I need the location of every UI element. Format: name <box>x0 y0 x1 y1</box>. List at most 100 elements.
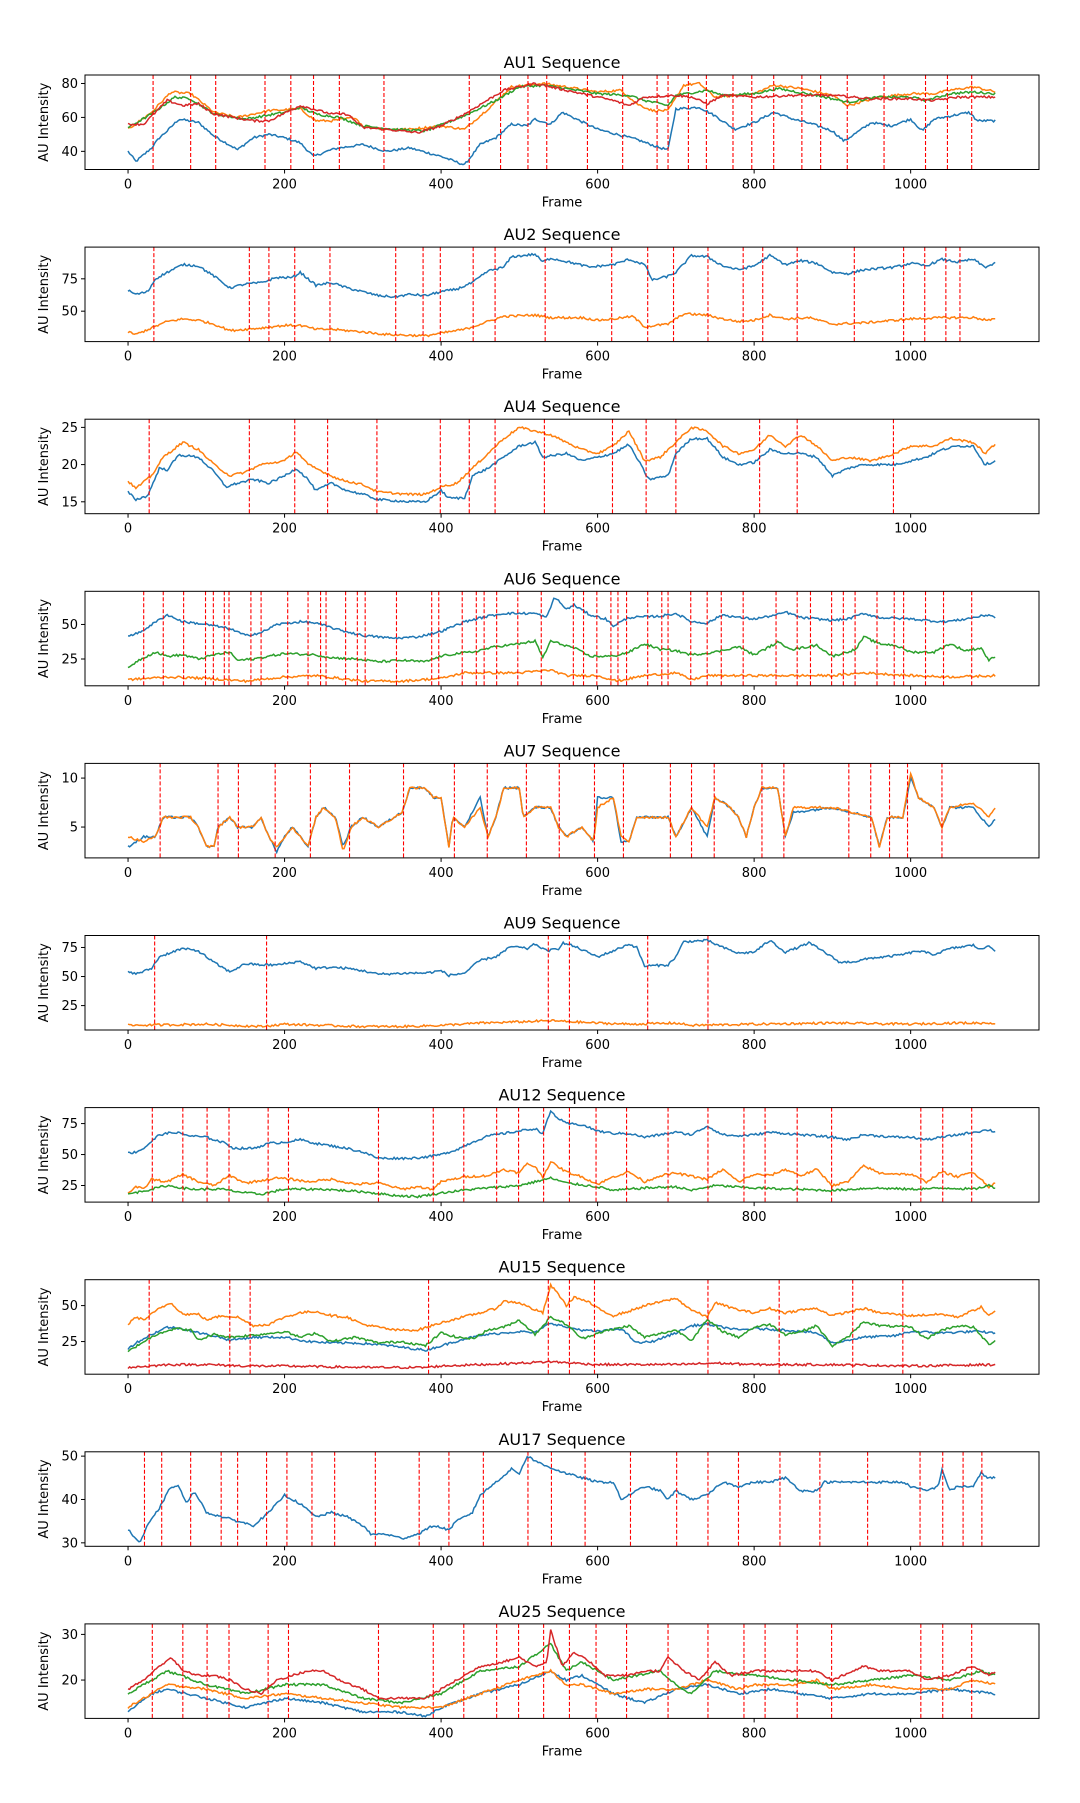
subplot-au9: AU9 Sequence 0 200 400 600 800 1000 25 50 75 Frame… <box>37 914 1040 1071</box>
x-tick-label: 600 <box>585 1554 610 1569</box>
x-tick-label: 800 <box>742 1382 767 1397</box>
x-tick-label: 200 <box>272 866 297 881</box>
y-tick-label: 25 <box>61 1335 78 1350</box>
axes-frame <box>84 1279 1040 1375</box>
subplot-au25: AU25 Sequence 0 200 400 600 800 1000 20 30 Frame A… <box>37 1602 1040 1759</box>
series-line-orange <box>127 770 996 850</box>
y-tick-label: 40 <box>61 145 78 160</box>
subplot-title: AU6 Sequence <box>504 569 621 588</box>
x-tick-label: 600 <box>585 1210 610 1225</box>
x-tick-label: 600 <box>585 1038 610 1053</box>
y-tick-label: 80 <box>61 77 78 92</box>
series-line-orange <box>127 426 996 497</box>
x-axis-label: Frame <box>542 884 583 899</box>
series-line-green <box>127 1315 996 1353</box>
y-axis-label: AU Intensity <box>37 82 52 161</box>
x-tick-label: 800 <box>742 1210 767 1225</box>
series-line-blue <box>127 1109 996 1161</box>
x-tick-label: 600 <box>585 350 610 365</box>
series-line-blue <box>127 436 996 504</box>
x-axis-label: Frame <box>542 1572 583 1587</box>
x-tick-label: 800 <box>742 350 767 365</box>
x-tick-label: 800 <box>742 178 767 193</box>
y-tick-label: 75 <box>61 272 78 287</box>
x-tick-label: 600 <box>585 866 610 881</box>
subplot-au15: AU15 Sequence 0 200 400 600 800 1000 25 50 Frame A… <box>37 1258 1040 1415</box>
x-tick-label: 1000 <box>894 694 927 709</box>
y-tick-label: 50 <box>61 970 78 985</box>
y-tick-label: 50 <box>61 618 78 633</box>
subplot-au7: AU7 Sequence 0 200 400 600 800 1000 5 10 Frame AU … <box>37 741 1040 899</box>
series-line-blue <box>127 938 996 978</box>
series-line-orange <box>127 1019 996 1029</box>
x-tick-label: 0 <box>124 1554 132 1569</box>
x-axis-label: Frame <box>542 1228 583 1243</box>
x-tick-label: 1000 <box>894 178 927 193</box>
x-tick-label: 1000 <box>894 1726 927 1741</box>
y-tick-label: 50 <box>61 1299 78 1314</box>
y-tick-label: 20 <box>61 458 78 473</box>
x-tick-label: 400 <box>429 1726 454 1741</box>
series-line-orange <box>127 669 996 684</box>
y-tick-label: 20 <box>61 1674 78 1689</box>
y-axis-label: AU Intensity <box>37 943 52 1022</box>
axes-frame <box>84 1451 1040 1547</box>
subplot-au6: AU6 Sequence 0 200 400 600 800 1000 25 50 Frame AU… <box>37 569 1040 727</box>
x-tick-label: 400 <box>429 694 454 709</box>
x-tick-label: 600 <box>585 694 610 709</box>
x-tick-label: 200 <box>272 178 297 193</box>
y-tick-label: 50 <box>61 1450 78 1465</box>
x-axis-label: Frame <box>542 540 583 555</box>
x-tick-label: 0 <box>124 1038 132 1053</box>
x-tick-label: 1000 <box>894 1210 927 1225</box>
subplot-au2: AU2 Sequence 0 200 400 600 800 1000 50 75 Frame AU… <box>37 225 1040 383</box>
y-axis-label: AU Intensity <box>37 1115 52 1194</box>
x-axis-label: Frame <box>542 1400 583 1415</box>
x-tick-label: 800 <box>742 694 767 709</box>
x-tick-label: 0 <box>124 178 132 193</box>
y-tick-label: 30 <box>61 1536 78 1551</box>
axes-frame <box>84 418 1040 515</box>
subplot-title: AU2 Sequence <box>504 225 621 244</box>
subplot-au17: AU17 Sequence 0 200 400 600 800 1000 30 40 50 Fram… <box>37 1430 1040 1587</box>
x-axis-label: Frame <box>542 1744 583 1759</box>
x-tick-label: 600 <box>585 178 610 193</box>
series-line-orange <box>127 1161 996 1194</box>
y-tick-label: 40 <box>61 1493 78 1508</box>
x-tick-label: 1000 <box>894 350 927 365</box>
series-line-blue <box>127 252 996 299</box>
x-tick-label: 200 <box>272 1382 297 1397</box>
subplot-title: AU9 Sequence <box>504 914 621 933</box>
x-tick-label: 400 <box>429 178 454 193</box>
x-tick-label: 200 <box>272 1038 297 1053</box>
x-tick-label: 800 <box>742 1726 767 1741</box>
series-line-orange <box>127 81 996 131</box>
y-tick-label: 25 <box>61 1179 78 1194</box>
y-axis-label: AU Intensity <box>37 771 52 850</box>
x-tick-label: 0 <box>124 866 132 881</box>
series-line-red <box>127 1629 996 1701</box>
y-tick-label: 50 <box>61 1148 78 1163</box>
axes-frame <box>84 246 1040 343</box>
x-tick-label: 1000 <box>894 1382 927 1397</box>
y-axis-label: AU Intensity <box>37 1631 52 1710</box>
x-tick-label: 1000 <box>894 1554 927 1569</box>
x-tick-label: 200 <box>272 694 297 709</box>
y-tick-label: 15 <box>61 495 78 510</box>
subplot-title: AU15 Sequence <box>498 1258 625 1277</box>
subplot-title: AU1 Sequence <box>504 53 621 72</box>
y-tick-label: 10 <box>61 772 78 787</box>
y-tick-label: 30 <box>61 1628 78 1643</box>
series-line-blue <box>127 1455 996 1543</box>
y-tick-label: 60 <box>61 111 78 126</box>
x-tick-label: 200 <box>272 1210 297 1225</box>
y-axis-label: AU Intensity <box>37 1287 52 1366</box>
series-line-green <box>127 635 996 669</box>
series-line-blue <box>127 1322 996 1352</box>
x-tick-label: 600 <box>585 1726 610 1741</box>
x-axis-label: Frame <box>542 368 583 383</box>
series-line-orange <box>127 1668 996 1710</box>
axes-frame <box>84 1623 1040 1719</box>
y-tick-label: 25 <box>61 421 78 436</box>
